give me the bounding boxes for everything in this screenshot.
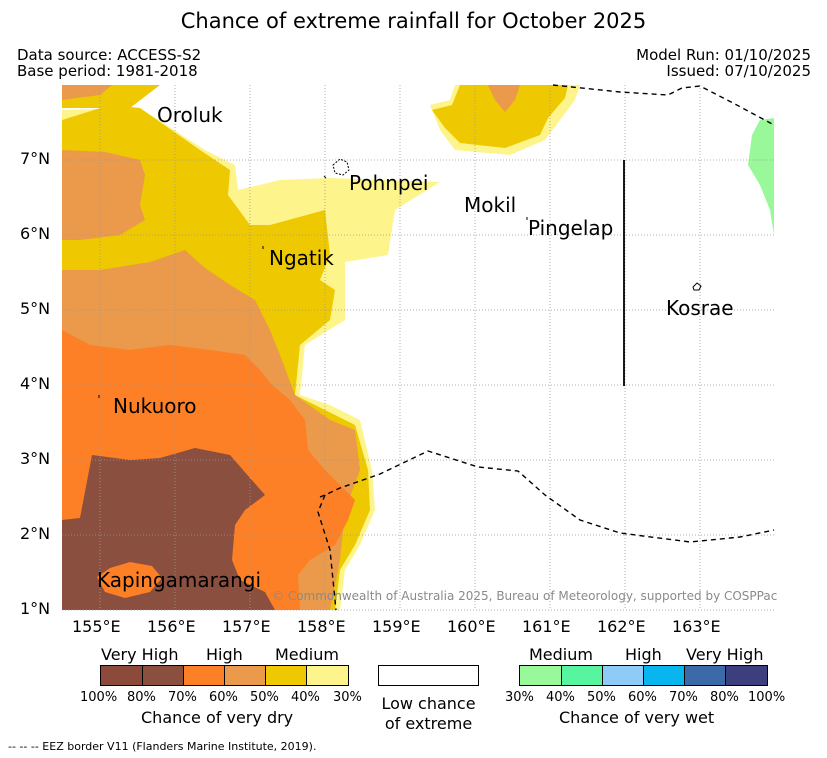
- wet-medium-region: [748, 118, 774, 235]
- legend-dry-pct-50: 50%: [250, 690, 279, 705]
- lon-tick-159e: 159°E: [372, 617, 421, 636]
- legend-dry-pct-100: 100%: [80, 690, 118, 705]
- model-run-text: Model Run: 01/10/2025: [636, 46, 811, 64]
- run-info: Model Run: 01/10/2025 Issued: 07/10/2025: [636, 47, 811, 79]
- legend-wet-very-high: Very High: [686, 645, 764, 664]
- swatch-dry-4: [224, 665, 266, 686]
- label-kapingamarangi: Kapingamarangi: [97, 568, 262, 592]
- legend-low-line1: Low chance: [381, 694, 476, 713]
- label-pohnpei: Pohnpei: [349, 171, 429, 195]
- base-period-text: Base period: 1981-2018: [17, 62, 198, 80]
- legend-dry-caption: Chance of very dry: [141, 708, 294, 727]
- label-pingelap: Pingelap: [528, 216, 614, 240]
- swatch-dry-3: [183, 665, 225, 686]
- swatch-low-chance: [378, 665, 479, 686]
- legend-wet-high: High: [625, 645, 662, 664]
- island-outlines: [98, 158, 702, 398]
- legend-dry-very-high: Very High: [101, 645, 179, 664]
- legend-low-line2: of extreme: [384, 714, 473, 733]
- legend-wet-pct-50: 50%: [587, 690, 616, 705]
- lon-tick-156e: 156°E: [147, 617, 196, 636]
- legend-dry-pct-30: 30%: [333, 690, 362, 705]
- lon-tick-158e: 158°E: [297, 617, 346, 636]
- legend-wet-pct-30: 30%: [505, 690, 534, 705]
- swatch-wet-2: [561, 665, 603, 686]
- lat-tick-5n: 5°N: [20, 299, 51, 318]
- swatch-wet-3: [602, 665, 644, 686]
- kosrae-island: [692, 282, 702, 291]
- swatch-wet-4: [643, 665, 685, 686]
- legend-wet-pct-70: 70%: [669, 690, 698, 705]
- lat-tick-6n: 6°N: [20, 224, 51, 243]
- eez-border-south-branch: [317, 494, 337, 611]
- legend-wet-pct-80: 80%: [710, 690, 739, 705]
- data-source-text: Data source: ACCESS-S2: [17, 46, 202, 64]
- swatch-wet-1: [519, 665, 562, 686]
- eez-border-north: [552, 84, 775, 126]
- lon-tick-155e: 155°E: [72, 617, 121, 636]
- legend-dry-pct-80: 80%: [127, 690, 156, 705]
- eez-border-south: [319, 450, 775, 543]
- lon-tick-157e: 157°E: [222, 617, 271, 636]
- legend-wet-pct-100: 100%: [748, 690, 786, 705]
- label-ngatik: Ngatik: [269, 246, 334, 270]
- lon-tick-162e: 162°E: [597, 617, 646, 636]
- legend-wet-pct-60: 60%: [628, 690, 657, 705]
- grid-lines: [62, 85, 774, 611]
- label-oroluk: Oroluk: [157, 103, 223, 127]
- legend-wet-medium: Medium: [529, 645, 593, 664]
- pohnpei-island: [332, 158, 350, 176]
- legend-wet-caption: Chance of very wet: [559, 708, 715, 727]
- copyright-notice: © Commonwealth of Australia 2025, Bureau…: [272, 589, 778, 603]
- dry-northeast-medium: [432, 85, 568, 148]
- label-kosrae: Kosrae: [666, 296, 734, 320]
- lat-tick-2n: 2°N: [20, 524, 51, 543]
- pohnpei-islet: [323, 175, 327, 179]
- legend-dry-pct-70: 70%: [168, 690, 197, 705]
- lat-tick-4n: 4°N: [20, 374, 51, 393]
- dry-northeast-light: [488, 85, 520, 112]
- legend-dry-pct-40: 40%: [291, 690, 320, 705]
- label-mokil: Mokil: [464, 193, 517, 217]
- lat-tick-3n: 3°N: [20, 449, 51, 468]
- lat-tick-1n: 1°N: [20, 599, 51, 618]
- legend-dry-high: High: [206, 645, 243, 664]
- source-info: Data source: ACCESS-S2 Base period: 1981…: [17, 47, 201, 79]
- legend-dry-medium: Medium: [275, 645, 339, 664]
- swatch-wet-6: [725, 665, 768, 686]
- label-nukuoro: Nukuoro: [113, 394, 197, 418]
- lon-tick-161e: 161°E: [522, 617, 571, 636]
- swatch-dry-5: [265, 665, 307, 686]
- eez-borders: [317, 84, 775, 611]
- swatch-dry-6: [306, 665, 349, 686]
- legend-wet-pct-40: 40%: [546, 690, 575, 705]
- dry-high-island: [97, 562, 162, 598]
- legend-dry-pct-60: 60%: [209, 690, 238, 705]
- lon-tick-160e: 160°E: [447, 617, 496, 636]
- swatch-wet-5: [684, 665, 726, 686]
- swatch-dry-1: [100, 665, 143, 686]
- chart-title: Chance of extreme rainfall for October 2…: [180, 9, 647, 33]
- eez-footer-note: -- -- -- EEZ border V11 (Flanders Marine…: [8, 740, 317, 753]
- lon-tick-163e: 163°E: [672, 617, 721, 636]
- lat-tick-7n: 7°N: [20, 149, 51, 168]
- issued-text: Issued: 07/10/2025: [666, 62, 811, 80]
- shaded-regions: [62, 85, 774, 610]
- swatch-dry-2: [142, 665, 184, 686]
- dry-high-light-north: [62, 85, 112, 100]
